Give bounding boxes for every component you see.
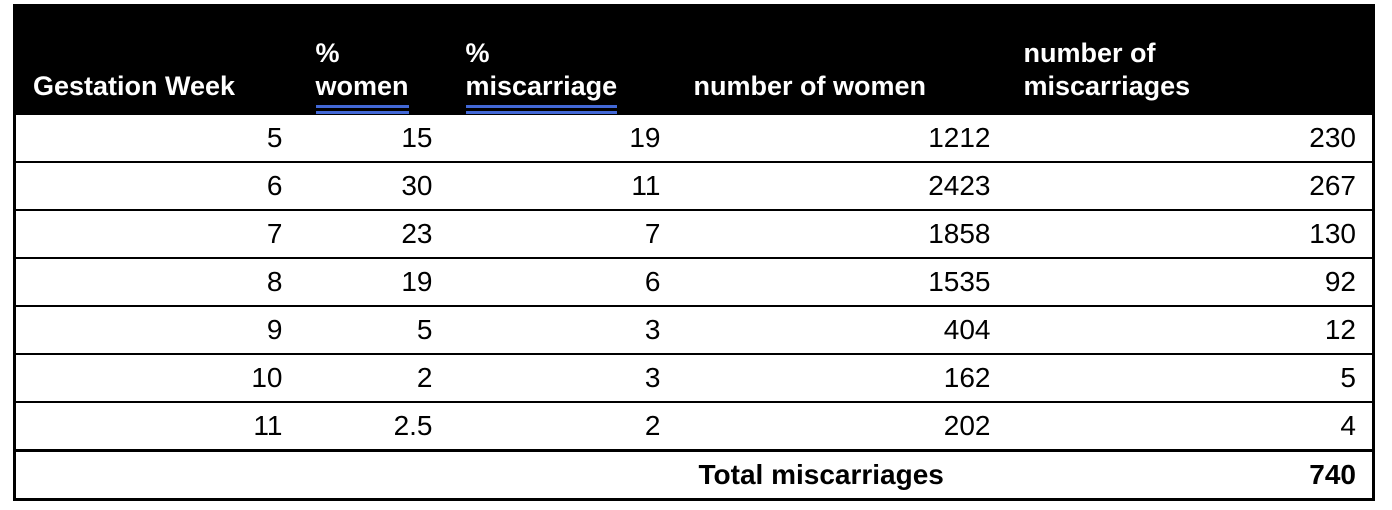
header-pct-women-line1: % <box>315 38 340 68</box>
header-number-of-women: number of women <box>676 5 1007 114</box>
cell-gestation-week: 6 <box>14 161 299 210</box>
cell-number-of-women: 202 <box>676 401 1007 451</box>
header-gestation-week-label: Gestation Week <box>33 71 236 101</box>
cell-number-of-miscarriages: 92 <box>1006 257 1374 306</box>
table-row: 6 30 11 2423 267 <box>14 161 1374 210</box>
table-row: 11 2.5 2 202 4 <box>14 401 1374 451</box>
header-number-of-miscarriages: number of miscarriages <box>1006 5 1374 114</box>
header-number-of-miscarriages-line1: number of <box>1023 38 1156 68</box>
total-row-spacer <box>14 449 677 500</box>
table-body: 5 15 19 1212 230 6 30 11 2423 267 7 23 7… <box>14 113 1374 451</box>
cell-gestation-week: 7 <box>14 209 299 258</box>
cell-number-of-miscarriages: 230 <box>1006 113 1374 162</box>
cell-pct-miscarriage: 7 <box>448 209 677 258</box>
header-pct-miscarriage-line1: % <box>465 38 490 68</box>
cell-pct-women: 15 <box>298 113 449 162</box>
cell-number-of-miscarriages: 12 <box>1006 305 1374 354</box>
cell-pct-women: 23 <box>298 209 449 258</box>
table-footer: Total miscarriages 740 <box>14 449 1374 500</box>
header-gestation-week: Gestation Week <box>14 5 299 114</box>
cell-number-of-women: 1858 <box>676 209 1007 258</box>
cell-pct-miscarriage: 19 <box>448 113 677 162</box>
cell-pct-women: 2 <box>298 353 449 402</box>
table-row: 7 23 7 1858 130 <box>14 209 1374 258</box>
header-number-of-miscarriages-line2: miscarriages <box>1023 71 1191 101</box>
total-value: 740 <box>1006 449 1374 500</box>
cell-number-of-miscarriages: 4 <box>1006 401 1374 451</box>
table-header: Gestation Week % women % miscarriage num… <box>14 5 1374 114</box>
header-row: Gestation Week % women % miscarriage num… <box>14 5 1374 114</box>
total-row: Total miscarriages 740 <box>14 449 1374 500</box>
cell-gestation-week: 5 <box>14 113 299 162</box>
cell-gestation-week: 11 <box>14 401 299 451</box>
table-row: 8 19 6 1535 92 <box>14 257 1374 306</box>
cell-number-of-miscarriages: 267 <box>1006 161 1374 210</box>
cell-gestation-week: 9 <box>14 305 299 354</box>
cell-pct-women: 19 <box>298 257 449 306</box>
cell-number-of-women: 404 <box>676 305 1007 354</box>
cell-pct-miscarriage: 3 <box>448 305 677 354</box>
cell-gestation-week: 10 <box>14 353 299 402</box>
table-row: 5 15 19 1212 230 <box>14 113 1374 162</box>
cell-number-of-women: 1212 <box>676 113 1007 162</box>
total-label: Total miscarriages <box>676 449 1007 500</box>
header-pct-women: % women <box>298 5 449 114</box>
cell-pct-women: 30 <box>298 161 449 210</box>
cell-gestation-week: 8 <box>14 257 299 306</box>
cell-number-of-miscarriages: 5 <box>1006 353 1374 402</box>
cell-pct-women: 5 <box>298 305 449 354</box>
table-row: 9 5 3 404 12 <box>14 305 1374 354</box>
table-container: Gestation Week % women % miscarriage num… <box>13 4 1375 501</box>
cell-pct-women: 2.5 <box>298 401 449 451</box>
cell-pct-miscarriage: 6 <box>448 257 677 306</box>
header-number-of-women-label: number of women <box>693 71 927 101</box>
header-pct-women-line2: women <box>315 70 409 114</box>
table-row: 10 2 3 162 5 <box>14 353 1374 402</box>
header-pct-miscarriage: % miscarriage <box>448 5 677 114</box>
cell-number-of-women: 162 <box>676 353 1007 402</box>
cell-number-of-miscarriages: 130 <box>1006 209 1374 258</box>
gestation-week-table: Gestation Week % women % miscarriage num… <box>13 4 1375 501</box>
header-pct-miscarriage-line2: miscarriage <box>465 70 618 114</box>
cell-pct-miscarriage: 2 <box>448 401 677 451</box>
cell-number-of-women: 2423 <box>676 161 1007 210</box>
cell-number-of-women: 1535 <box>676 257 1007 306</box>
cell-pct-miscarriage: 11 <box>448 161 677 210</box>
cell-pct-miscarriage: 3 <box>448 353 677 402</box>
